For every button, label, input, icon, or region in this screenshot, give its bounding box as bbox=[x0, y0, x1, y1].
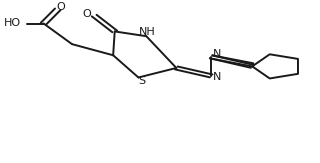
Text: N: N bbox=[213, 73, 222, 82]
Text: O: O bbox=[57, 2, 65, 12]
Text: S: S bbox=[138, 76, 145, 86]
Text: NH: NH bbox=[139, 27, 155, 37]
Text: O: O bbox=[83, 9, 92, 19]
Text: HO: HO bbox=[4, 18, 20, 28]
Text: N: N bbox=[213, 49, 222, 59]
